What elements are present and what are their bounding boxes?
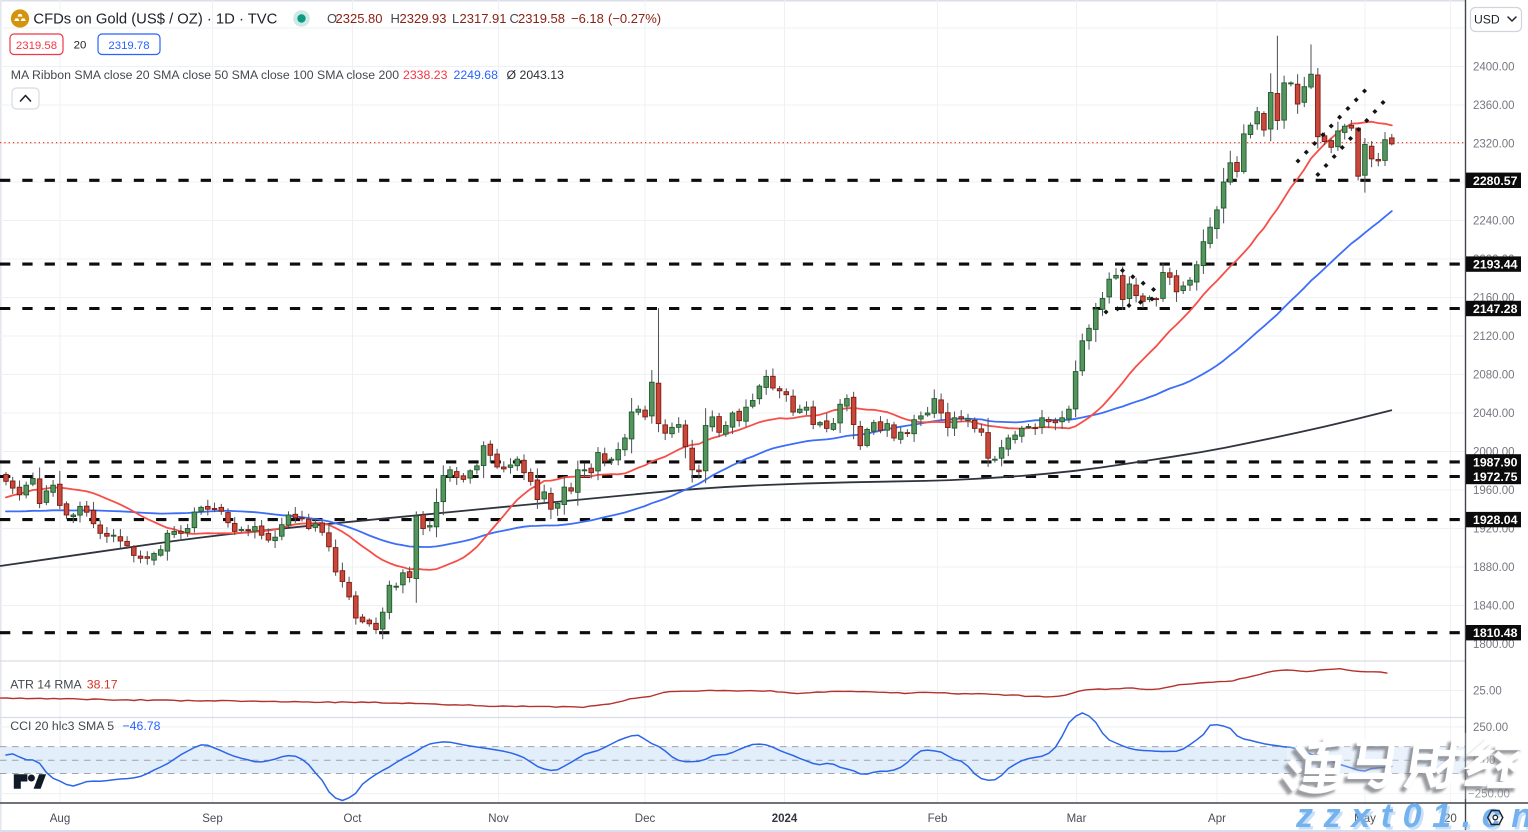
- svg-text:Feb: Feb: [928, 813, 948, 825]
- svg-text:2360.00: 2360.00: [1473, 100, 1515, 112]
- svg-text:−46.78: −46.78: [123, 719, 161, 733]
- svg-text:1972.75: 1972.75: [1473, 470, 1518, 484]
- svg-text:1840.00: 1840.00: [1473, 601, 1515, 613]
- svg-text:zzxt01.cn: zzxt01.cn: [1298, 800, 1528, 832]
- svg-text:2319.78: 2319.78: [108, 40, 149, 52]
- svg-text:1800.00: 1800.00: [1473, 639, 1515, 651]
- svg-text:2400.00: 2400.00: [1473, 62, 1515, 74]
- svg-text:2040.00: 2040.00: [1473, 408, 1515, 420]
- svg-text:2280.57: 2280.57: [1473, 174, 1518, 188]
- svg-text:O: O: [327, 11, 337, 26]
- svg-text:Aug: Aug: [50, 813, 70, 825]
- svg-text:Mar: Mar: [1067, 813, 1087, 825]
- svg-text:2325.80: 2325.80: [336, 11, 383, 26]
- svg-text:2080.00: 2080.00: [1473, 370, 1515, 382]
- svg-text:2329.93: 2329.93: [400, 11, 447, 26]
- svg-text:2193.44: 2193.44: [1473, 258, 1518, 272]
- svg-text:2319.58: 2319.58: [518, 11, 565, 26]
- svg-text:25.00: 25.00: [1473, 686, 1502, 698]
- svg-text:CFDs on Gold (US$ / OZ) · 1D ·: CFDs on Gold (US$ / OZ) · 1D · TVC: [33, 11, 277, 27]
- svg-text:Ø 2043.13: Ø 2043.13: [507, 68, 565, 82]
- svg-text:ATR 14 RMA: ATR 14 RMA: [10, 678, 82, 692]
- svg-text:Dec: Dec: [635, 813, 656, 825]
- svg-text:38.17: 38.17: [87, 678, 118, 692]
- svg-text:2120.00: 2120.00: [1473, 331, 1515, 343]
- svg-text:2338.23: 2338.23: [403, 68, 448, 82]
- svg-text:USD: USD: [1474, 13, 1500, 27]
- svg-text:Sep: Sep: [202, 813, 222, 825]
- svg-text:2249.68: 2249.68: [454, 68, 499, 82]
- svg-text:20: 20: [74, 40, 87, 52]
- svg-text:H: H: [391, 11, 400, 26]
- svg-text:CCI 20 hlc3 SMA 5: CCI 20 hlc3 SMA 5: [10, 719, 114, 733]
- svg-text:20: 20: [1444, 813, 1457, 825]
- svg-text:1960.00: 1960.00: [1473, 485, 1515, 497]
- svg-text:(−0.27%): (−0.27%): [608, 11, 661, 26]
- svg-text:1810.48: 1810.48: [1473, 626, 1518, 640]
- svg-text:1928.04: 1928.04: [1473, 513, 1518, 527]
- svg-text:Apr: Apr: [1208, 813, 1226, 825]
- svg-text:L: L: [452, 11, 459, 26]
- svg-text:−250.00: −250.00: [1468, 789, 1510, 801]
- svg-text:2024: 2024: [772, 813, 798, 825]
- svg-text:1987.90: 1987.90: [1473, 455, 1518, 469]
- svg-text:−6.18: −6.18: [571, 11, 604, 26]
- svg-text:Nov: Nov: [488, 813, 509, 825]
- svg-text:C: C: [510, 11, 519, 26]
- svg-text:Oct: Oct: [344, 813, 363, 825]
- svg-text:zzxt01.cn: zzxt01.cn: [1295, 797, 1528, 832]
- svg-text:2147.28: 2147.28: [1473, 302, 1518, 316]
- svg-text:MA Ribbon SMA close 20 SMA clo: MA Ribbon SMA close 20 SMA close 50 SMA …: [11, 68, 399, 82]
- svg-text:2317.91: 2317.91: [460, 11, 507, 26]
- svg-text:2320.00: 2320.00: [1473, 139, 1515, 151]
- svg-text:2319.58: 2319.58: [16, 40, 57, 52]
- svg-text:May: May: [1354, 813, 1376, 825]
- svg-text:2240.00: 2240.00: [1473, 216, 1515, 228]
- svg-text:250.00: 250.00: [1473, 722, 1508, 734]
- svg-text:1880.00: 1880.00: [1473, 562, 1515, 574]
